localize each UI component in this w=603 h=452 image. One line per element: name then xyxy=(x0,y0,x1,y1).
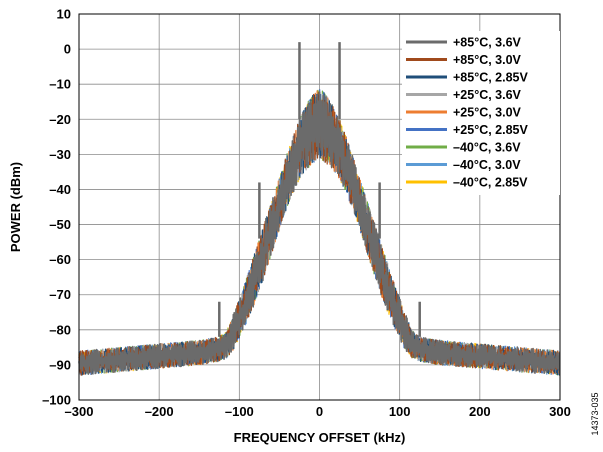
legend: +85°C, 3.6V +85°C, 3.0V +85°C, 2.85V +25°C,… xyxy=(402,31,560,195)
x-tick-label-2: –100 xyxy=(225,404,254,419)
x-tick-label-3: 0 xyxy=(316,404,323,419)
legend-label-2: +85°C, 2.85V xyxy=(453,71,529,85)
legend-label-6: –40°C, 3.6V xyxy=(453,141,521,155)
x-axis-title: FREQUENCY OFFSET (kHz) xyxy=(234,430,406,445)
x-tick-label-0: –300 xyxy=(65,404,94,419)
y-tick-label-9: –80 xyxy=(49,322,71,337)
y-tick-label-6: –50 xyxy=(49,217,71,232)
x-tick-label-6: 300 xyxy=(549,404,571,419)
legend-label-0: +85°C, 3.6V xyxy=(453,36,522,50)
y-tick-label-0: 10 xyxy=(57,7,71,22)
y-tick-label-3: –20 xyxy=(49,112,71,127)
plot-frame xyxy=(78,13,561,401)
legend-label-3: +25°C, 3.6V xyxy=(453,88,522,102)
legend-label-8: –40°C, 2.85V xyxy=(453,176,528,190)
y-tick-label-2: –10 xyxy=(49,77,71,92)
y-tick-label-5: –40 xyxy=(49,182,71,197)
legend-label-4: +25°C, 3.0V xyxy=(453,106,522,120)
y-tick-label-4: –30 xyxy=(49,147,71,162)
y-axis-title: POWER (dBm) xyxy=(8,162,23,252)
legend-label-7: –40°C, 3.0V xyxy=(453,158,521,172)
tick-labels: 100–10–20–30–40–50–60–70–80–90–100–300 –2… xyxy=(42,7,571,420)
x-tick-label-1: –200 xyxy=(145,404,174,419)
x-tick-label-4: 100 xyxy=(389,404,411,419)
legend-label-1: +85°C, 3.0V xyxy=(453,53,522,67)
y-tick-label-1: 0 xyxy=(64,42,71,57)
series-line-0 xyxy=(78,91,561,375)
legend-label-5: +25°C, 2.85V xyxy=(453,123,529,137)
y-tick-label-8: –70 xyxy=(49,287,71,302)
figure-id: 14373-035 xyxy=(590,392,600,435)
y-tick-label-11: –100 xyxy=(42,393,71,408)
y-tick-label-7: –60 xyxy=(49,252,71,267)
y-tick-label-10: –90 xyxy=(49,357,71,372)
traces xyxy=(78,42,561,376)
x-tick-label-5: 200 xyxy=(469,404,491,419)
